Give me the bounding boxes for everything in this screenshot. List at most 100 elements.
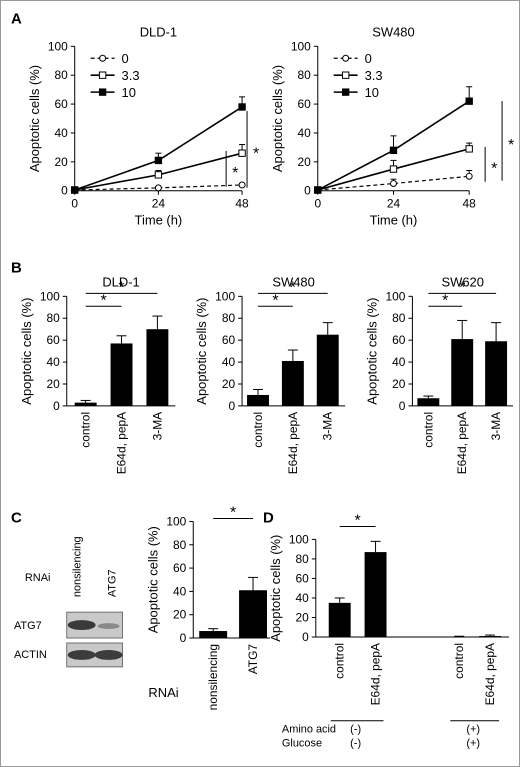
chart-b2-y-tick-label-0: 0 [228, 399, 235, 413]
chart-b3-y-tick-label-5: 100 [386, 289, 406, 303]
chart-b1-y-tick-label-3: 60 [46, 333, 60, 347]
chart-b2-y-tick-label-2: 40 [222, 355, 236, 369]
chart-b1-bar-2 [146, 329, 169, 406]
chart-c-y-tick-label-1: 20 [173, 608, 187, 622]
chart-a2-series-2-point-1 [389, 146, 398, 154]
chart-a2-series-0-point-2 [465, 172, 473, 180]
western-blot: RNAi nonsilencing ATG7 ATG7 ACTIN [14, 536, 123, 668]
blot-rnai-label: RNAi [25, 572, 51, 584]
chart-b3-y-tick-label-0: 0 [399, 399, 406, 413]
chart-d-x-tick-label-0: control [333, 643, 347, 679]
chart-a2-y-tick-label-3: 60 [298, 97, 312, 111]
chart-a2-series-1-legend-marker [341, 71, 350, 79]
chart-b3-bar-0 [417, 398, 440, 406]
chart-a1-series-0-point-1 [154, 184, 162, 192]
blot-lane-label-nonsilencing: nonsilencing [72, 536, 84, 597]
chart-c-bar-0 [199, 631, 228, 639]
chart-b1-sig-star-1: * [118, 279, 124, 296]
chart-b3-title: SW620 [441, 274, 483, 289]
chart-a1-series-1-point-1 [154, 171, 163, 179]
chart-b1-y-axis-label: Apoptotic cells (%) [19, 298, 34, 405]
chart-b3-x-tick-label-0: control [421, 412, 435, 448]
chart-a1-series-2-point-1 [154, 156, 163, 165]
chart-c-x-tick-label-0: nonsilencing [206, 644, 220, 710]
chart-d-y-tick-label-4: 80 [296, 552, 310, 566]
chart-b1-y-tick-label-5: 100 [40, 289, 60, 303]
chart-c-y-tick-label-5: 100 [166, 514, 186, 528]
chart-b2-x-tick-label-1: E64d, pepA [286, 412, 300, 474]
chart-b1-x-tick-label-2: 3-MA [150, 412, 164, 441]
chart-b2-x-tick-label-0: control [251, 412, 265, 448]
chart-b3-sig-star-1: * [459, 279, 465, 296]
chart-a1-y-tick-label-5: 100 [48, 39, 68, 53]
chart-a2-x-axis-label: Time (h) [370, 213, 418, 228]
chart-a1-series-0-legend-label: 0 [122, 51, 129, 66]
chart-a2-title: SW480 [372, 24, 414, 39]
chart-a2-series-0-legend-label: 0 [365, 51, 372, 66]
chart-b1-y-tick-label-1: 20 [46, 377, 60, 391]
chart-b2-y-tick-label-4: 80 [222, 311, 236, 325]
chart-b1-x-tick-label-0: control [79, 412, 93, 448]
chart-b2-y-tick-label-1: 20 [222, 377, 236, 391]
chart-b1-x-tick-label-1: E64d, pepA [115, 412, 129, 474]
chart-a1-series-2-point-0 [71, 186, 79, 194]
chart-a2-y-tick-label-5: 100 [291, 39, 311, 53]
chart-d-y-tick-label-5: 100 [289, 532, 309, 546]
chart-a2-series-0-legend-marker [342, 54, 350, 62]
chart-a2-series-2-legend-label: 10 [365, 85, 379, 100]
chart-b3-y-tick-label-2: 40 [392, 355, 406, 369]
chart-c-y-tick-label-0: 0 [180, 631, 187, 645]
chart-a2-series-2-point-2 [465, 97, 473, 105]
chart-a1-series-1-point-2 [238, 149, 246, 157]
chart-b2-x-tick-label-2: 3-MA [321, 412, 335, 441]
chart-b3-bar-2 [485, 341, 508, 406]
blot-lane-label-atg7: ATG7 [107, 569, 119, 597]
chart-a2-sig-star-1: * [491, 160, 497, 177]
panel-letter-d: D [263, 509, 274, 526]
chart-a2-series-1-legend-label: 3.3 [365, 68, 383, 83]
chart-c-rnai-row-label: RNAi [148, 685, 178, 700]
blot-band-actin-atg7 [94, 649, 123, 660]
chart-d-y-axis-label: Apoptotic cells (%) [268, 535, 283, 642]
blot-band-atg7-nonsilencing [67, 620, 96, 631]
chart-d-bar-1 [364, 552, 387, 638]
chart-b3-x-tick-label-2: 3-MA [489, 412, 503, 441]
chart-c-bar-1 [239, 590, 267, 639]
chart-a2-series-1-point-1 [389, 165, 398, 173]
chart-a1-y-tick-label-0: 0 [61, 184, 68, 198]
chart-d-y-tick-label-2: 40 [296, 591, 310, 605]
chart-b2-y-axis-label: Apoptotic cells (%) [194, 298, 209, 405]
chart-a2-series-0-line [317, 175, 470, 191]
chart-a2-series-2-legend-marker [341, 88, 350, 96]
chart-b1-bar-1 [110, 343, 133, 406]
chart-d-condition-value-0-0: (-) [350, 724, 361, 736]
chart-a2-y-tick-label-2: 40 [298, 126, 312, 140]
chart-b1-title: DLD-1 [102, 274, 139, 289]
chart-a2-x-tick-label-2: 48 [463, 197, 477, 211]
chart-a2-y-tick-label-4: 80 [298, 68, 312, 82]
chart-b3-sig-star-0: * [442, 292, 448, 309]
chart-d-x-tick-label-1: E64d, pepA [369, 643, 383, 705]
chart-c-sig-star-0: * [230, 504, 236, 521]
chart-b2-bar-0 [247, 394, 269, 406]
chart-a2-series-0-point-1 [389, 180, 397, 188]
chart-c-x-tick-label-1: ATG7 [246, 644, 260, 675]
chart-b2-y-tick-label-5: 100 [215, 289, 235, 303]
chart-c-y-tick-label-4: 80 [173, 538, 187, 552]
chart-b2-sig-star-0: * [272, 292, 278, 309]
chart-a1-x-tick-label-2: 48 [235, 197, 249, 211]
chart-b2-bar-1 [281, 360, 304, 406]
chart-a1-y-axis-label: Apoptotic cells (%) [27, 65, 42, 172]
chart-a1-y-tick-label-4: 80 [54, 68, 68, 82]
blot-band-actin-nonsilencing [67, 649, 96, 660]
chart-a1-series-1-legend-marker [98, 71, 107, 79]
chart-b3-x-tick-label-1: E64d, pepA [455, 412, 469, 474]
chart-d-condition-value-1-0: (-) [350, 738, 361, 750]
blot-band-atg7-atg7 [97, 623, 120, 630]
chart-a1-series-0-point-2 [238, 181, 246, 189]
chart-a1-title: DLD-1 [140, 24, 177, 39]
chart-a1-series-2-point-2 [238, 103, 246, 111]
chart-b3-y-axis-label: Apoptotic cells (%) [365, 298, 380, 405]
panel-letter-c: C [11, 509, 22, 526]
